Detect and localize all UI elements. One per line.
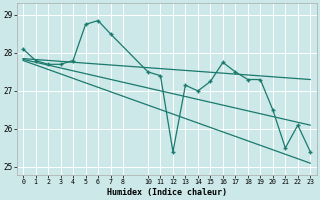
- X-axis label: Humidex (Indice chaleur): Humidex (Indice chaleur): [107, 188, 227, 197]
